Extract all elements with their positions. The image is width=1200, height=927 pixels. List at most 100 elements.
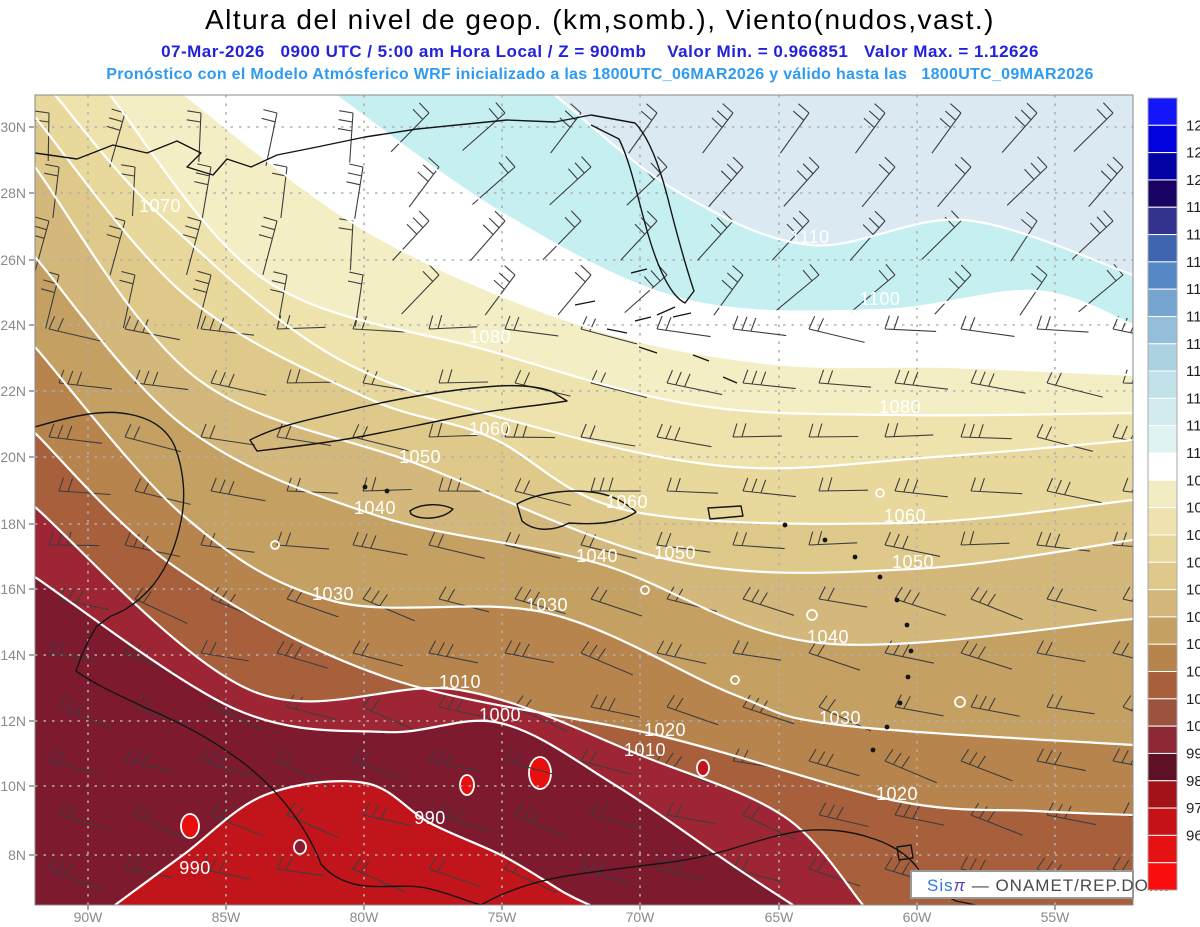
colorbar-label: 1030 — [1186, 636, 1200, 653]
contour-label: 1080 — [469, 327, 511, 347]
lat-label: 28N — [0, 185, 26, 201]
colorbar-label: 1130 — [1186, 363, 1200, 380]
colorbar-label: 1070 — [1186, 527, 1200, 544]
colorbar-label: 1190 — [1186, 199, 1200, 216]
colorbar-cell — [1147, 807, 1178, 836]
contour-label: 1110 — [790, 227, 829, 247]
contour-label: 1070 — [139, 196, 181, 216]
lon-label: 55W — [1041, 909, 1071, 925]
colorbar-label: 980 — [1186, 773, 1200, 790]
colorbar-label: 1080 — [1186, 500, 1200, 517]
colorbar-cell — [1147, 834, 1178, 864]
colorbar-cell — [1147, 534, 1178, 563]
contour-label: 1030 — [819, 708, 861, 728]
colorbar-label: 1140 — [1186, 336, 1200, 353]
colorbar-cell — [1147, 479, 1178, 509]
lat-label: 12N — [0, 713, 26, 729]
colorbar-cell — [1147, 616, 1178, 645]
colorbar-cell — [1147, 97, 1178, 126]
colorbar-label: 1000 — [1186, 718, 1200, 735]
contour-label: 1060 — [606, 492, 648, 512]
colorbar-cell — [1147, 452, 1178, 481]
contour-lines-layer — [35, 95, 1133, 905]
colorbar-cell — [1147, 643, 1178, 673]
contour-label: 1040 — [576, 546, 618, 566]
contour-label: 1010 — [624, 740, 666, 760]
contour-label: 1040 — [807, 627, 849, 647]
colorbar-label: 1180 — [1186, 227, 1200, 244]
watermark: Sisπ — ONAMET/REP.DOM. — [910, 870, 1170, 899]
svg-text:Sisπ — ONAMET/REP.DOM.: Sisπ — ONAMET/REP.DOM. — [927, 876, 1170, 895]
lat-label: 22N — [0, 383, 26, 399]
colorbar-cell — [1147, 425, 1178, 454]
lon-label: 85W — [212, 909, 242, 925]
colorbar-cell — [1147, 698, 1178, 727]
colorbar-cell — [1147, 206, 1178, 236]
geopotential-map: 1070 1110 1100 1090 1080 1080 1060 1060 1060 1050… — [34, 94, 1170, 906]
contour-label: 1000 — [479, 705, 521, 725]
contour-label: 990 — [414, 808, 446, 828]
colorbar-cell — [1147, 862, 1178, 891]
colorbar-label: 1110 — [1186, 418, 1200, 435]
contour-label: 990 — [179, 858, 211, 878]
lon-label: 65W — [765, 909, 795, 925]
lon-label: 60W — [903, 909, 933, 925]
contour-label: 1050 — [892, 552, 934, 572]
contour-labels-layer: 1070 1110 1100 1090 1080 1080 1060 1060 1060 1050… — [139, 196, 971, 878]
colorbar-cell — [1147, 288, 1178, 317]
colorbar-cell — [1147, 179, 1178, 208]
fill-bands-layer — [35, 95, 1133, 905]
lat-label: 14N — [0, 647, 26, 663]
forecast-line: Pronóstico con el Modelo Atmósferico WRF… — [106, 66, 1094, 83]
colorbar-cell — [1147, 507, 1178, 536]
contour-label: 1010 — [439, 672, 481, 692]
watermark-pi-icon: π — [954, 876, 966, 895]
colorbar-label: 1090 — [1186, 472, 1200, 489]
colorbar-label: 960 — [1186, 827, 1200, 844]
lon-label: 75W — [488, 909, 518, 925]
colorbar-label: 1100 — [1186, 445, 1200, 462]
valid-time-line: 07-Mar-2026 0900 UTC / 5:00 am Hora Loca… — [161, 42, 1039, 61]
watermark-org: — ONAMET/REP.DOM. — [966, 876, 1170, 895]
map-frame — [34, 94, 1134, 906]
contour-label: 1030 — [312, 584, 354, 604]
colorbar-cell — [1147, 370, 1178, 399]
contour-label: 1090 — [929, 351, 971, 371]
contour-label: 1080 — [879, 397, 921, 417]
lat-label: 30N — [0, 119, 26, 135]
colorbar-label: 1040 — [1186, 609, 1200, 626]
contour-label: 1060 — [884, 506, 926, 526]
colorbar-label: 1170 — [1186, 254, 1200, 271]
colorbar-cell — [1147, 725, 1178, 754]
colorbar-cell — [1147, 561, 1178, 591]
contour-label: 1100 — [860, 289, 901, 309]
contour-label: 1050 — [654, 543, 696, 563]
colorbar-label: 1120 — [1186, 390, 1200, 407]
colorbar-cell — [1147, 152, 1178, 181]
lon-label: 70W — [626, 909, 656, 925]
colorbar-label: 1050 — [1186, 582, 1200, 599]
colorbar-cell — [1147, 124, 1178, 154]
colorbar-label: 1210 — [1186, 145, 1200, 162]
colorbar-cell — [1147, 780, 1178, 809]
colorbar-cell — [1147, 397, 1178, 427]
lat-label: 26N — [0, 252, 26, 268]
colorbar-label: 1060 — [1186, 554, 1200, 571]
lat-label: 24N — [0, 317, 26, 333]
axis-labels: 30N 28N 26N 24N 22N 20N 18N 16N 14N 12N 10N 8N 90W 85… — [0, 119, 1070, 925]
page-title: Altura del nivel de geop. (km,somb.), Vi… — [205, 4, 995, 35]
watermark-brand: Sis — [927, 876, 954, 895]
contour-label: 1050 — [399, 447, 441, 467]
contour-label: 1060 — [469, 419, 511, 439]
lat-label: 16N — [0, 581, 26, 597]
colorbar-label: 1010 — [1186, 691, 1200, 708]
colorbar-cell — [1147, 261, 1178, 290]
colorbar-cell — [1147, 234, 1178, 263]
lat-label: 8N — [8, 847, 26, 863]
contour-label: 1030 — [526, 595, 568, 615]
lat-label: 18N — [0, 516, 26, 532]
lon-label: 90W — [74, 909, 104, 925]
colorbar-cell — [1147, 752, 1178, 782]
